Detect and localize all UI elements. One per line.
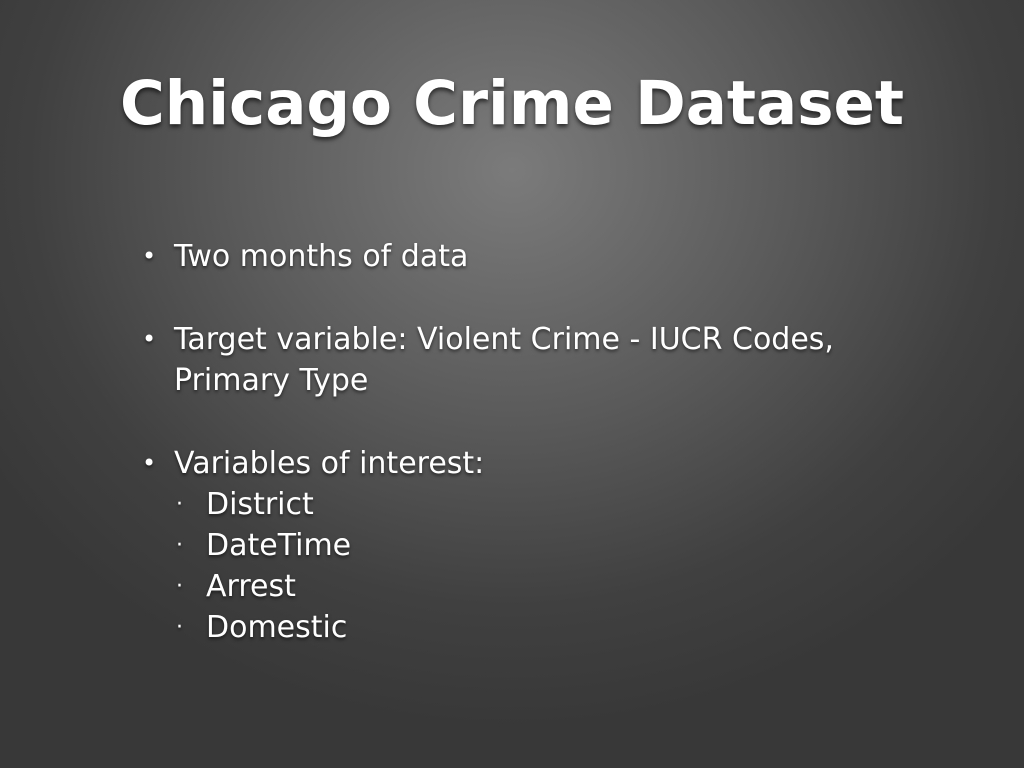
sub-bullet-dot-icon: · — [176, 615, 183, 640]
sub-bullet-item: · DateTime — [174, 525, 922, 566]
sub-bullet-dot-icon: · — [176, 574, 183, 599]
bullet-text: Target variable: Violent Crime - IUCR Co… — [174, 322, 834, 398]
bullet-dot-icon: • — [142, 242, 157, 270]
slide-title: Chicago Crime Dataset — [119, 68, 905, 139]
sub-bullet-list: · District · DateTime · Arrest · Domesti… — [174, 484, 922, 648]
bullet-list: • Two months of data • Target variable: … — [142, 236, 922, 690]
bullet-item: • Target variable: Violent Crime - IUCR … — [142, 319, 922, 401]
bullet-text: Two months of data — [174, 239, 469, 274]
sub-bullet-text: District — [206, 487, 314, 522]
bullet-item: • Two months of data — [142, 236, 922, 277]
sub-bullet-item: · Domestic — [174, 607, 922, 648]
sub-bullet-item: · Arrest — [174, 566, 922, 607]
sub-bullet-text: Domestic — [206, 610, 348, 645]
bullet-text: Variables of interest: — [174, 446, 485, 481]
sub-bullet-text: Arrest — [206, 569, 296, 604]
sub-bullet-item: · District — [174, 484, 922, 525]
sub-bullet-dot-icon: · — [176, 492, 183, 517]
sub-bullet-text: DateTime — [206, 528, 352, 563]
bullet-item: • Variables of interest: · District · Da… — [142, 443, 922, 648]
sub-bullet-dot-icon: · — [176, 533, 183, 558]
bullet-dot-icon: • — [142, 325, 157, 353]
bullet-dot-icon: • — [142, 449, 157, 477]
